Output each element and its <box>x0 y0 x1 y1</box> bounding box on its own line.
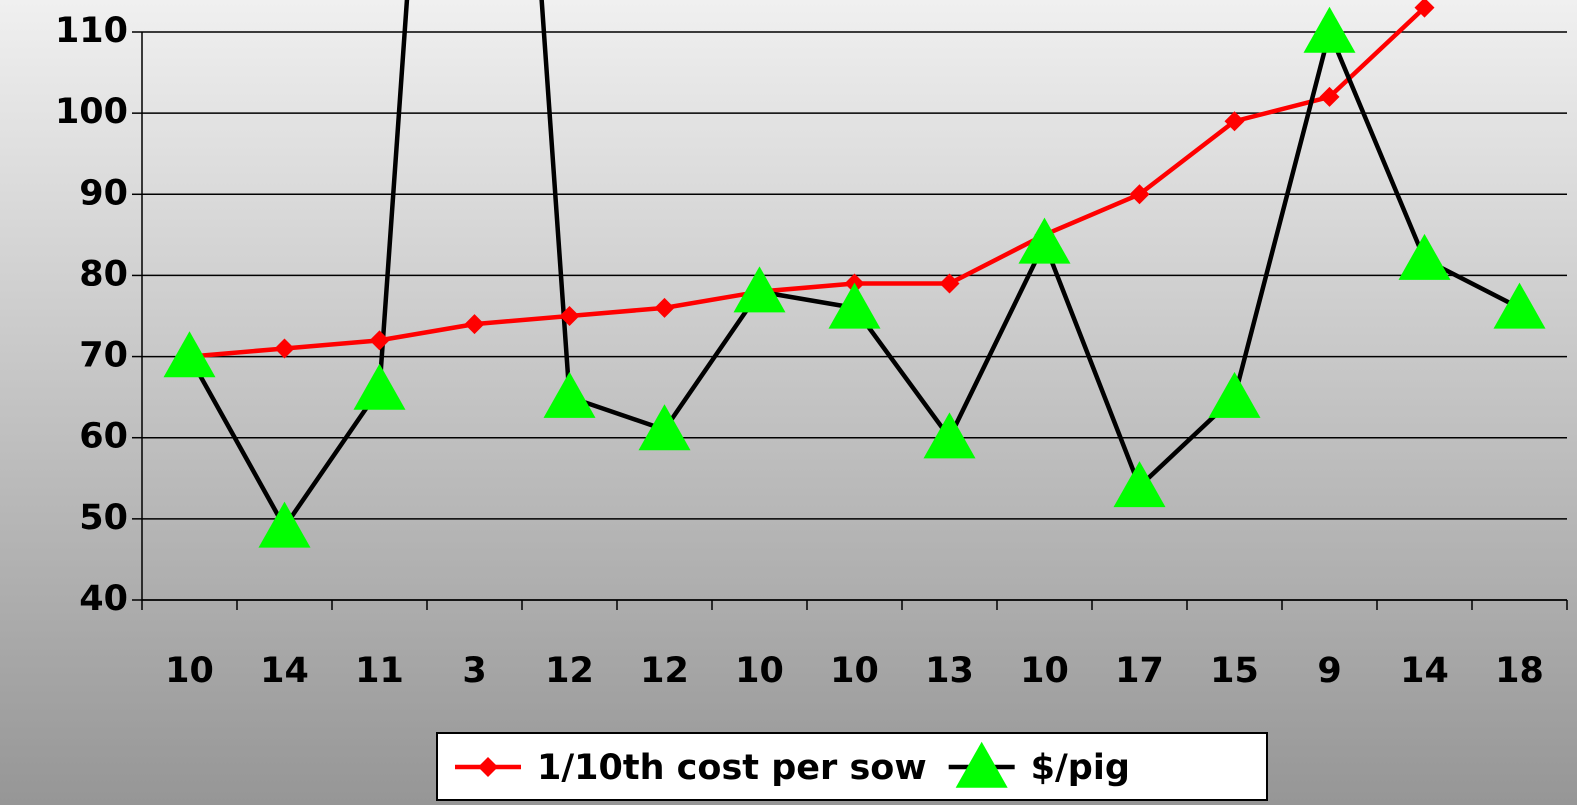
data-point <box>353 363 406 410</box>
data-point <box>638 404 691 451</box>
x-tick-label: 10 <box>165 651 214 691</box>
data-point <box>1208 371 1261 418</box>
x-tick-label: 18 <box>1495 651 1544 691</box>
legend-label: 1/10th cost per sow <box>537 748 927 788</box>
x-tick-label: 10 <box>735 651 784 691</box>
series-line <box>189 6 1427 359</box>
x-tick-label: 3 <box>462 651 486 691</box>
x-tick-label: 17 <box>1115 651 1164 691</box>
legend-marker <box>955 741 1008 788</box>
data-point <box>1113 461 1166 508</box>
x-tick-label: 12 <box>640 651 689 691</box>
x-tick-label: 13 <box>925 651 974 691</box>
data-point <box>828 282 881 329</box>
data-point <box>1319 86 1340 107</box>
y-tick-label: 100 <box>55 92 128 132</box>
data-point <box>258 501 311 548</box>
y-tick-label: 70 <box>79 336 128 376</box>
data-point <box>464 314 485 335</box>
data-point <box>1493 282 1546 329</box>
data-point <box>1414 0 1435 18</box>
y-tick-label: 110 <box>55 11 128 51</box>
data-point <box>654 297 675 318</box>
data-point <box>939 273 960 294</box>
x-tick-label: 10 <box>830 651 879 691</box>
data-point <box>923 412 976 459</box>
x-tick-label: 9 <box>1317 651 1341 691</box>
data-point <box>1018 217 1071 264</box>
legend-marker <box>478 757 498 777</box>
data-point <box>733 266 786 313</box>
y-tick-label: 60 <box>79 417 128 457</box>
x-tick-label: 14 <box>1400 651 1449 691</box>
x-tick-label: 14 <box>260 651 309 691</box>
x-tick-label: 11 <box>355 651 404 691</box>
y-tick-label: 40 <box>79 579 128 619</box>
x-tick-label: 10 <box>1020 651 1069 691</box>
legend-box <box>436 732 1268 801</box>
x-tick-label: 12 <box>545 651 594 691</box>
y-tick-label: 50 <box>79 498 128 538</box>
data-point <box>1224 111 1245 132</box>
data-point <box>1129 184 1150 205</box>
y-tick-label: 90 <box>79 173 128 213</box>
x-tick-label: 15 <box>1210 651 1259 691</box>
data-point <box>543 371 596 418</box>
data-point <box>369 330 390 351</box>
data-point <box>559 306 580 326</box>
data-point <box>1398 233 1451 280</box>
data-point <box>1303 6 1356 53</box>
y-tick-label: 80 <box>79 254 128 294</box>
data-point <box>163 331 216 378</box>
data-point <box>274 338 295 359</box>
legend-label: $/pig <box>1031 748 1130 788</box>
